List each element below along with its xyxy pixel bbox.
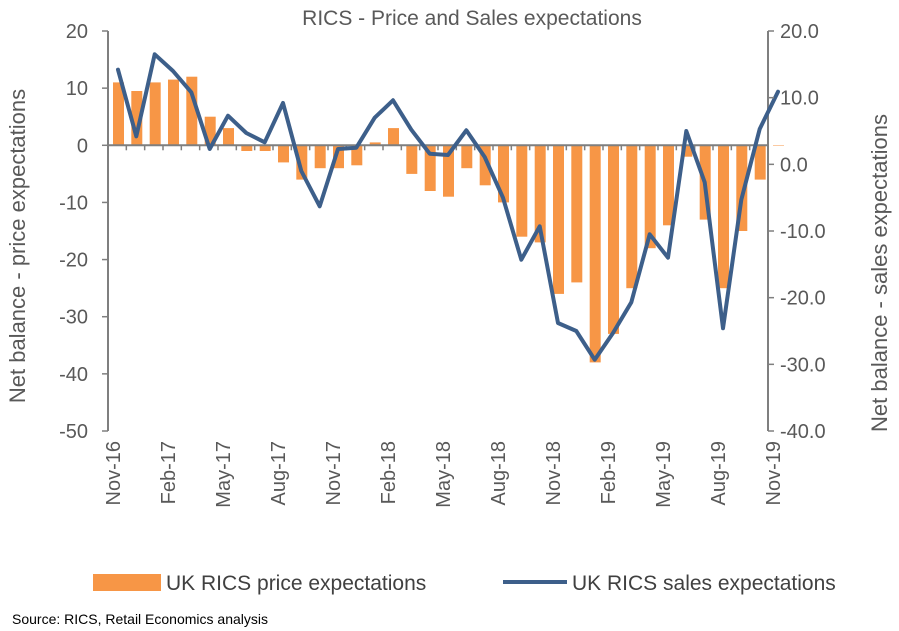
price-bar-oct-18	[534, 145, 546, 243]
price-bar-mar-18	[406, 145, 418, 174]
price-bar-jan-17	[149, 82, 161, 146]
price-bar-may-17	[223, 128, 234, 146]
price-bar-dec-16	[131, 91, 143, 146]
price-bar-dec-18	[571, 145, 583, 283]
left-tick-label: -50	[59, 421, 88, 443]
price-bar-may-18	[443, 145, 454, 197]
x-tick-label: May-19	[653, 441, 675, 508]
right-axis-ticks: 20.0 10.0 0.0 -10.0 -20.0 -30.0 -40.0	[768, 21, 826, 443]
price-bar-jul-18	[479, 145, 491, 186]
x-tick-label: Feb-19	[598, 441, 620, 504]
right-tick-label: 20.0	[780, 21, 819, 43]
price-bar-oct-19	[754, 145, 766, 180]
right-tick-label: -20.0	[780, 288, 826, 310]
axes	[107, 31, 769, 431]
source-note: Source: RICS, Retail Economics analysis	[12, 611, 268, 627]
x-tick-label: Aug-18	[488, 441, 510, 506]
legend-swatch-price	[93, 574, 161, 591]
left-tick-label: -20	[59, 250, 88, 272]
x-tick-label: Aug-19	[708, 441, 730, 506]
left-tick-label: -30	[59, 307, 88, 329]
price-bar-nov-16	[113, 82, 124, 146]
right-tick-label: 10.0	[780, 88, 819, 110]
price-bar-sep-18	[516, 145, 528, 237]
price-bar-apr-17	[204, 116, 216, 146]
x-tick-label: Feb-18	[378, 441, 400, 504]
left-tick-label: 20	[66, 21, 88, 43]
price-bar-feb-18	[388, 128, 399, 146]
price-bar-apr-18	[424, 145, 436, 191]
price-bar-sep-19	[736, 145, 748, 231]
x-axis-ticks: Nov-16 Feb-17 May-17 Aug-17 Nov-17 Feb-18 May-…	[103, 441, 785, 508]
price-bar-feb-17	[168, 79, 179, 146]
legend-label-price: UK RICS price expectations	[166, 572, 426, 595]
sales-expectations-line	[116, 52, 780, 362]
price-bar-apr-19	[644, 145, 656, 249]
x-tick-label: Feb-17	[158, 441, 180, 504]
x-tick-label: May-18	[433, 441, 455, 508]
sales-line	[116, 52, 780, 362]
left-tick-label: 0	[77, 135, 88, 157]
price-bar-mar-19	[626, 145, 638, 289]
x-tick-label: May-17	[213, 441, 235, 508]
price-bar-jun-18	[461, 145, 473, 169]
price-bar-dec-17	[351, 145, 363, 166]
right-tick-label: -40.0	[780, 421, 826, 443]
price-bar-nov-19	[773, 145, 784, 146]
legend-label-sales: UK RICS sales expectations	[572, 572, 836, 595]
left-tick-label: -40	[59, 364, 88, 386]
chart-title: RICS - Price and Sales expectations	[302, 7, 642, 30]
x-tick-label: Nov-19	[763, 441, 785, 505]
price-bar-aug-18	[498, 145, 509, 203]
right-tick-label: 0.0	[780, 154, 808, 176]
price-bar-jun-19	[681, 145, 693, 157]
price-bar-jan-18	[369, 142, 381, 146]
left-tick-label: -10	[59, 192, 88, 214]
price-bar-oct-17	[314, 145, 326, 169]
price-bar-jul-17	[259, 145, 271, 151]
price-bar-sep-17	[296, 145, 308, 180]
right-tick-label: -30.0	[780, 354, 826, 376]
price-bar-mar-17	[186, 76, 198, 146]
right-axis-title: Net balance - sales expectations	[867, 114, 892, 432]
x-tick-label: Aug-17	[268, 441, 290, 506]
price-bar-nov-18	[553, 145, 564, 294]
x-tick-label: Nov-16	[103, 441, 125, 505]
left-tick-label: 10	[66, 78, 88, 100]
price-bar-may-19	[663, 145, 674, 226]
x-tick-label: Nov-17	[323, 441, 345, 505]
right-tick-label: -10.0	[780, 221, 826, 243]
x-tick-label: Nov-18	[543, 441, 565, 505]
left-axis-title: Net balance - price expectations	[5, 89, 30, 403]
price-bars	[113, 76, 784, 363]
price-bar-feb-19	[608, 145, 619, 334]
price-bar-nov-17	[333, 145, 344, 169]
price-bar-jan-19	[589, 145, 601, 363]
price-bar-aug-19	[718, 145, 729, 289]
left-axis-ticks: 20 10 0 -10 -20 -30 -40 -50	[59, 21, 108, 443]
price-bar-aug-17	[278, 145, 289, 163]
legend: UK RICS price expectations UK RICS sales…	[93, 572, 836, 595]
price-bar-jun-17	[241, 145, 253, 151]
